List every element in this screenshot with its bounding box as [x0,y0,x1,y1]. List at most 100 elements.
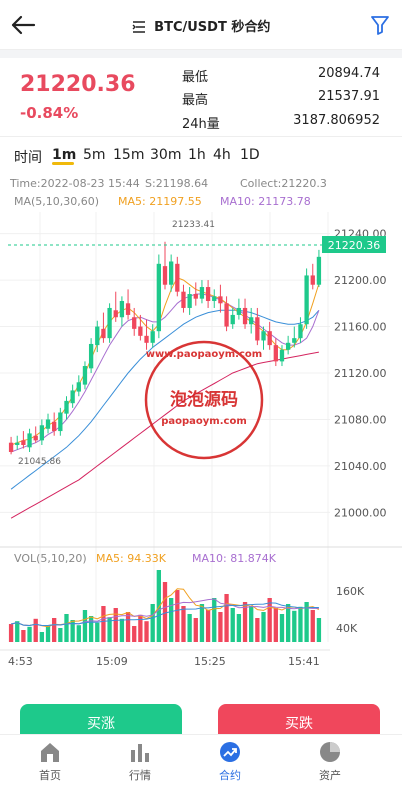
candle-body [76,382,81,392]
assets-icon [320,742,340,762]
ma-lines [10,277,320,519]
candle-body [82,366,88,385]
candle-body [88,343,94,369]
x-tick-0: 4:53 [8,655,33,668]
candle-body [58,412,63,432]
tab-1m[interactable]: 1m [52,147,77,163]
current-price-tag: 21220.36 [328,239,381,252]
candle-body [230,314,235,325]
candle-body [187,294,192,308]
high-label: 最高 [182,93,209,108]
y-tick: 21000.00 [334,506,387,519]
nav-contract-label: 合约 [219,769,241,782]
x-tick-3: 15:41 [288,655,320,668]
volume-bar [113,608,118,642]
candle-body [285,342,291,350]
volume-bar [82,610,88,642]
volume-bar [52,618,57,642]
ma10-value: MA10: 21173.78 [220,195,311,208]
low-value: 20894.74 [317,66,380,81]
volume-bar [58,628,63,642]
candle-body [261,331,266,341]
active-tab-indicator [52,162,74,165]
volume-bar [285,604,291,642]
volume-bar [76,625,81,642]
vol-ma5: MA5: 94.33K [96,552,167,565]
tab-30m[interactable]: 30m [150,147,182,163]
candle-body [304,275,309,325]
volume-bar [298,606,303,642]
volume-bar [64,614,69,642]
volume-bar [33,618,38,642]
nav-contract[interactable]: 合约 [200,741,260,783]
vol-label: VOL(5,10,20) [14,552,87,565]
volume-bar [144,621,149,642]
vol-ma10: MA10: 81.874K [192,552,277,565]
volume-bar [138,614,143,642]
candle-body [279,349,285,362]
candle-body [193,294,198,299]
candle-body [45,419,51,429]
candle-body [132,317,137,329]
info-time: Time:2022-08-23 15:44 [9,177,140,190]
ma60-line [10,351,319,519]
volume-bar [95,622,100,642]
candle-body [33,435,38,441]
volume-bar [267,598,272,642]
y-tick: 21200.00 [334,274,387,287]
vol-tick-40k: 40K [336,622,358,635]
info-s: S:21198.64 [145,177,208,190]
candle-body [95,326,100,346]
candle-body [273,345,278,362]
volume-bar [261,612,266,642]
volume-label: 24h量 [182,117,220,132]
vol-ma-line [10,602,319,627]
tab-1h[interactable]: 1h [188,147,206,163]
candle-body [224,303,229,327]
candle-body [15,442,20,446]
kline-chart[interactable]: Time:2022-08-23 15:44 S:21198.64 Collect… [0,172,402,670]
volume-bar [150,604,155,642]
nav-assets[interactable]: 资产 [300,741,360,783]
candle-body [169,261,174,285]
volume-bar [236,614,242,642]
low-label: 最低 [182,70,209,85]
volume-bar [255,618,260,642]
nav-home[interactable]: 首页 [20,741,80,783]
watermark-top: www.paopaoym.com [146,349,262,360]
volume-bar [316,618,322,642]
volume-bar [39,632,45,642]
candle-body [310,275,315,285]
nav-home-label: 首页 [39,769,61,782]
nav-market[interactable]: 行情 [110,741,170,783]
volume-bar [156,570,161,642]
candle-body [64,400,69,414]
x-tick-2: 15:25 [194,655,226,668]
volume-bar [88,616,94,642]
candle-body [236,307,242,315]
ma-label: MA(5,10,30,60) [14,195,99,208]
tab-1d[interactable]: 1D [240,147,260,163]
price-change: -0.84% [20,104,79,122]
candle-body [52,421,57,432]
volume-bar [218,612,223,642]
candle-body [138,326,143,336]
candle-body [205,287,211,301]
tab-4h[interactable]: 4h [213,147,231,163]
filter-icon[interactable] [370,14,390,36]
tab-5m[interactable]: 5m [83,147,106,163]
candle-body [292,338,297,343]
volume-bar [8,624,14,642]
candle-body [27,433,32,448]
tab-15m[interactable]: 15m [113,147,145,163]
candle-body [156,263,161,332]
volume-bar [21,630,26,642]
back-arrow-icon[interactable] [10,13,36,37]
candle-body [125,303,131,315]
market-icon [131,744,149,762]
chart-grid [0,212,330,642]
candle-body [199,287,205,299]
page-title[interactable]: BTC/USDT 秒合约 [0,16,402,35]
y-tick: 21160.00 [334,321,387,334]
volume-value: 3187.806952 [293,113,380,128]
